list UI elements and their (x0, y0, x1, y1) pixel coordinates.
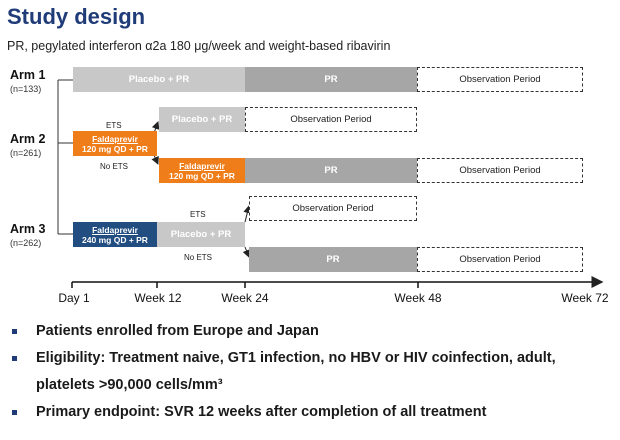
arm3-no-ets-observation-bar: Observation Period (417, 247, 583, 272)
arm3-label: Arm 3 (10, 222, 46, 236)
arm2-n: (n=261) (10, 148, 42, 158)
bullet-text: Primary endpoint: SVR 12 weeks after com… (36, 404, 487, 420)
bullet-item: Eligibility: Treatment naive, GT1 infect… (12, 345, 612, 399)
arm3-ets-observation-bar: Observation Period (249, 196, 417, 221)
arm2-no-ets-arrow (151, 154, 159, 165)
diagram-connectors (57, 79, 604, 288)
arm2-ets-placebo-pr-bar: Placebo + PR (159, 107, 245, 132)
arm2-ets-label: ETS (106, 121, 122, 130)
arm2-no-ets-drug-dose: 120 mg QD + PR (169, 170, 235, 181)
arm3-faldaprevir-bar: Faldaprevir 240 mg QD + PR (73, 222, 157, 247)
bullet-square-icon (12, 356, 17, 361)
timeline-label-week12: Week 12 (134, 291, 182, 305)
arm2-no-ets-observation-bar: Observation Period (417, 158, 583, 183)
arm2-no-ets-drug-name: Faldaprevir (179, 160, 225, 171)
arm2-no-ets-label: No ETS (100, 162, 129, 171)
arm2-faldaprevir-bar: Faldaprevir 120 mg QD + PR (73, 131, 157, 156)
arm3-ets-label: ETS (190, 210, 206, 219)
arm3-drug-name: Faldaprevir (92, 224, 138, 235)
arm2-label: Arm 2 (10, 132, 46, 146)
arm1-pr-bar: PR (245, 67, 417, 92)
arm3-no-ets-label: No ETS (184, 253, 213, 262)
arm1-n: (n=133) (10, 84, 42, 94)
arm2-drug-dose: 120 mg QD + PR (82, 143, 148, 154)
timeline-label-week72: Week 72 (561, 291, 609, 305)
arm1-label: Arm 1 (10, 68, 46, 82)
arm3-ets-arrow (243, 205, 252, 223)
arm3-placebo-pr-bar: Placebo + PR (157, 222, 245, 247)
arm3-no-ets-pr-bar: PR (249, 247, 417, 272)
bullet-square-icon (12, 329, 17, 334)
bullet-text: Patients enrolled from Europe and Japan (36, 323, 319, 339)
timeline-label-week48: Week 48 (394, 291, 442, 305)
bullet-square-icon (12, 410, 17, 415)
page-title: Study design (7, 4, 146, 29)
arm3-n: (n=262) (10, 238, 42, 248)
arm1-observation-bar: Observation Period (417, 67, 583, 92)
subtitle: PR, pegylated interferon α2a 180 μg/week… (7, 39, 391, 53)
bullet-list: Patients enrolled from Europe and Japan … (12, 318, 612, 426)
bullet-item: Patients enrolled from Europe and Japan (12, 318, 612, 345)
arm2-ets-observation-bar: Observation Period (245, 107, 417, 132)
bullet-text: Eligibility: Treatment naive, GT1 infect… (36, 350, 556, 393)
arm1-placebo-pr-bar: Placebo + PR (73, 67, 245, 92)
arm3-drug-dose: 240 mg QD + PR (82, 234, 148, 245)
timeline-label-week24: Week 24 (221, 291, 269, 305)
timeline-label-day1: Day 1 (58, 291, 90, 305)
arm2-drug-name: Faldaprevir (92, 133, 138, 144)
arm3-no-ets-arrow (242, 246, 251, 258)
arm2-no-ets-pr-bar: PR (245, 158, 417, 183)
bullet-item: Primary endpoint: SVR 12 weeks after com… (12, 399, 612, 426)
arm2-no-ets-faldaprevir-bar: Faldaprevir 120 mg QD + PR (159, 158, 245, 183)
